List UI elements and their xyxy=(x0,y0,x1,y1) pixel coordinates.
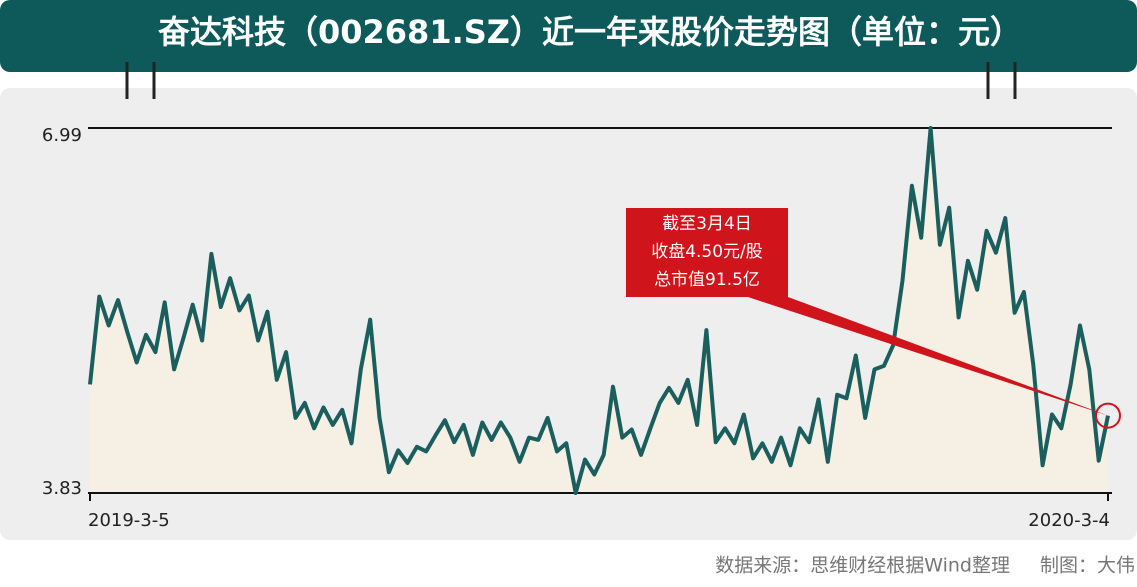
decor-ticks xyxy=(125,62,1017,99)
annotation-pointer xyxy=(748,297,1108,416)
annotation-marker xyxy=(1095,402,1121,429)
line xyxy=(88,126,1110,495)
y-tick-label: 6.99 xyxy=(42,125,82,146)
chart-title: 奋达科技（002681.SZ）近一年来股价走势图（单位：元） xyxy=(158,13,1022,51)
x-tick-label: 2020-3-4 xyxy=(1028,510,1110,531)
source: 数据来源：思维财经根据Wind整理 xyxy=(715,555,1010,577)
credit: 制图：大伟 xyxy=(1040,555,1135,577)
annotation-text: 总市值91.5亿 xyxy=(654,270,760,290)
x-tick-label: 2019-3-5 xyxy=(88,510,170,531)
area xyxy=(90,128,1108,493)
annotation-text: 截至3月4日 xyxy=(662,214,752,234)
annotation-text: 收盘4.50元/股 xyxy=(651,242,763,262)
annotation-box xyxy=(626,208,788,297)
y-tick-label: 3.83 xyxy=(42,478,82,499)
title-banner xyxy=(0,0,1137,72)
